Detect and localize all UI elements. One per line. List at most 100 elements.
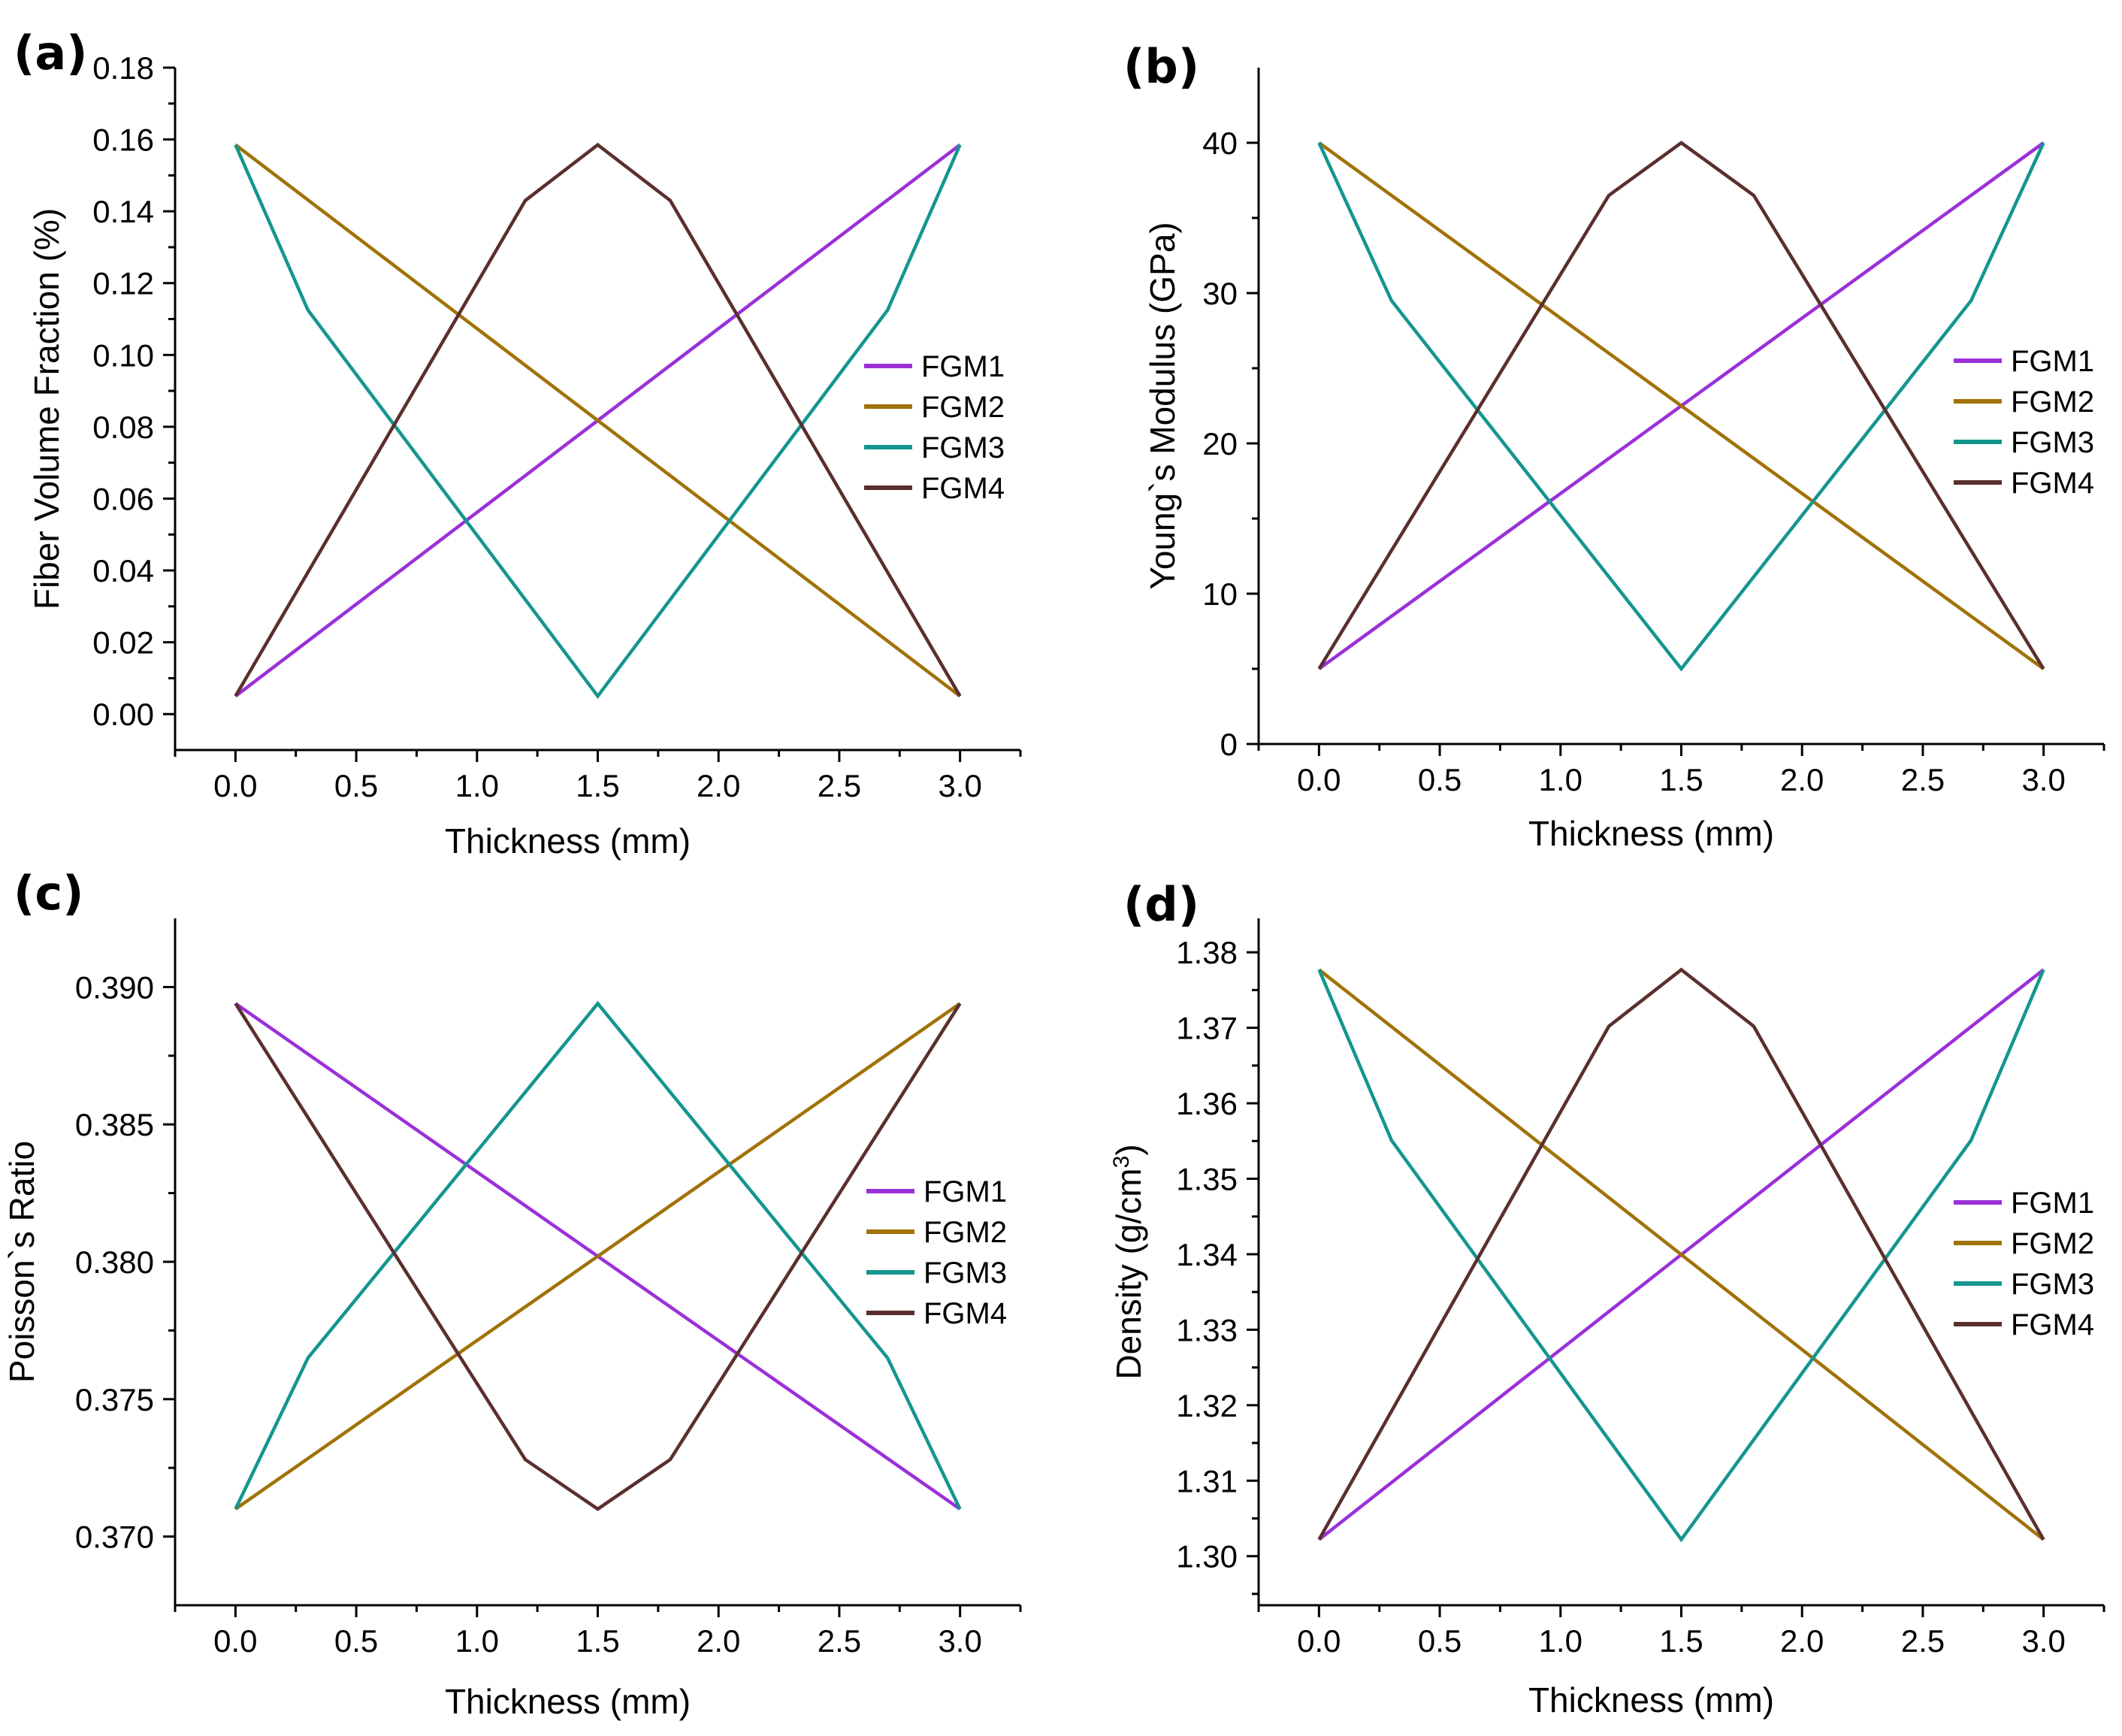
panel-label: (d) <box>1123 877 1199 932</box>
x-tick-label: 2.5 <box>1901 1623 1945 1659</box>
series-line-fgm4 <box>234 1003 962 1511</box>
series-line-fgm4 <box>1317 967 2045 1541</box>
y-tick-label: 0.385 <box>75 1107 154 1142</box>
x-axis-title: Thickness (mm) <box>1528 814 1774 853</box>
x-tick-label: 2.0 <box>1780 762 1824 797</box>
y-axis-title: Young`s Modulus (GPa) <box>1143 222 1182 589</box>
panel-label: (a) <box>14 26 88 80</box>
y-tick-label: 0.04 <box>92 553 154 588</box>
y-tick-label: 0.370 <box>75 1520 154 1555</box>
x-tick-label: 0.5 <box>1418 1623 1462 1659</box>
y-tick-label: 1.35 <box>1176 1162 1238 1197</box>
y-axis-title: Fiber Volume Fraction (%) <box>27 208 66 609</box>
y-axis-title-main: Density (g/cm <box>1109 1168 1148 1379</box>
x-tick-label: 3.0 <box>2021 762 2065 797</box>
y-tick-label: 1.30 <box>1176 1539 1238 1574</box>
series-line-fgm3 <box>234 144 962 700</box>
y-axis-title-main: Fiber Volume Fraction (%) <box>27 208 66 609</box>
x-tick-label: 0.0 <box>213 1623 257 1659</box>
y-tick-label: 0.18 <box>92 50 154 86</box>
series-line-fgm2 <box>1318 968 2045 1541</box>
x-tick-label: 3.0 <box>2021 1623 2065 1659</box>
x-tick-label: 0.5 <box>334 1623 378 1659</box>
x-tick-label: 1.0 <box>455 768 499 803</box>
x-axis-title: Thickness (mm) <box>445 821 691 860</box>
legend-label-fgm4: FGM4 <box>923 1297 1007 1330</box>
legend-label-fgm1: FGM1 <box>2011 345 2094 378</box>
legend-label-fgm3: FGM3 <box>2011 1268 2094 1301</box>
y-axis-title: Poisson`s Ratio <box>2 1141 41 1383</box>
legend: FGM1 FGM2 FGM3 FGM4 <box>1954 345 2094 500</box>
y-tick-label: 0.14 <box>92 194 154 229</box>
legend-label-fgm3: FGM3 <box>921 431 1005 464</box>
legend: FGM1 FGM2 FGM3 FGM4 <box>866 1175 1007 1330</box>
x-tick-label: 0.5 <box>1418 762 1462 797</box>
y-tick-label: 1.32 <box>1176 1388 1238 1423</box>
panel-label: (c) <box>14 866 83 921</box>
series-line-fgm2 <box>234 1002 961 1511</box>
x-tick-label: 1.5 <box>1659 1623 1703 1659</box>
legend-label-fgm4: FGM4 <box>2011 467 2094 500</box>
x-tick-label: 2.0 <box>1780 1623 1824 1659</box>
x-tick-label: 1.5 <box>1659 762 1703 797</box>
y-tick-label: 1.33 <box>1176 1312 1238 1347</box>
y-axis-title-superscript: 3 <box>1109 1156 1134 1169</box>
legend-label-fgm2: FGM2 <box>2011 386 2094 419</box>
legend-label-fgm4: FGM4 <box>2011 1308 2094 1341</box>
x-tick-label: 0.0 <box>1297 762 1341 797</box>
chart-panel-c: (c) 0.0 0.5 1.0 1.5 2.0 2.5 3.0 0.370 0.375 0.380 0… <box>2 866 1022 1721</box>
legend-label-fgm2: FGM2 <box>2011 1227 2094 1260</box>
series-line-fgm2 <box>234 143 961 698</box>
chart-panel-b: (b) 0.0 0.5 1.0 1.5 2.0 2.5 3.0 0 10 20 30 40 Thickne… <box>1123 39 2105 853</box>
y-tick-label: 0.390 <box>75 969 154 1005</box>
y-tick-label: 1.37 <box>1176 1011 1238 1046</box>
y-tick-label: 0 <box>1220 727 1238 762</box>
legend: FGM1 FGM2 FGM3 FGM4 <box>1954 1187 2094 1341</box>
x-axis-title: Thickness (mm) <box>445 1682 691 1721</box>
y-tick-label: 1.34 <box>1176 1237 1238 1272</box>
x-tick-label: 2.5 <box>818 768 861 803</box>
y-tick-label: 1.31 <box>1176 1463 1238 1499</box>
x-tick-label: 0.5 <box>334 768 378 803</box>
series-line-fgm3 <box>1317 969 2045 1543</box>
series-line-fgm4 <box>234 142 962 697</box>
x-tick-label: 0.0 <box>213 768 257 803</box>
y-axis-title-main: Young`s Modulus (GPa) <box>1143 222 1182 589</box>
x-axis-title: Thickness (mm) <box>1528 1680 1774 1719</box>
x-tick-label: 1.5 <box>576 768 619 803</box>
y-axis-title-suffix: ) <box>1109 1144 1148 1155</box>
legend-label-fgm2: FGM2 <box>921 391 1005 424</box>
series-line-fgm2 <box>1318 141 2045 670</box>
y-axis-title: Density (g/cm3) <box>1109 1144 1149 1379</box>
x-tick-label: 1.5 <box>576 1623 619 1659</box>
legend-label-fgm4: FGM4 <box>921 472 1005 505</box>
series-line-fgm4 <box>1317 141 2045 670</box>
x-tick-label: 1.0 <box>455 1623 499 1659</box>
series-line-fgm3 <box>1317 142 2045 672</box>
legend-label-fgm3: FGM3 <box>2011 426 2094 459</box>
y-tick-label: 10 <box>1202 576 1238 612</box>
legend-label-fgm2: FGM2 <box>923 1216 1007 1249</box>
x-tick-label: 2.5 <box>818 1623 861 1659</box>
legend-label-fgm1: FGM1 <box>923 1175 1007 1208</box>
x-tick-label: 1.0 <box>1539 1623 1582 1659</box>
y-tick-label: 0.06 <box>92 481 154 516</box>
y-tick-label: 0.00 <box>92 697 154 732</box>
x-tick-label: 2.0 <box>697 768 740 803</box>
chart-panel-d: (d) 0.0 0.5 1.0 1.5 2.0 2.5 3.0 1.30 1.31 1.32 1.33… <box>1109 877 2105 1719</box>
x-tick-label: 3.0 <box>938 768 981 803</box>
y-tick-label: 30 <box>1202 276 1238 311</box>
x-tick-label: 1.0 <box>1539 762 1582 797</box>
x-tick-label: 2.5 <box>1901 762 1945 797</box>
panel-label: (b) <box>1123 39 1199 94</box>
y-tick-label: 0.02 <box>92 625 154 661</box>
legend-label-fgm3: FGM3 <box>923 1257 1007 1290</box>
legend: FGM1 FGM2 FGM3 FGM4 <box>864 350 1005 505</box>
y-tick-label: 0.12 <box>92 266 154 301</box>
y-tick-label: 20 <box>1202 426 1238 461</box>
y-tick-label: 0.08 <box>92 410 154 445</box>
x-tick-label: 0.0 <box>1297 1623 1341 1659</box>
y-tick-label: 0.375 <box>75 1382 154 1417</box>
x-tick-label: 2.0 <box>697 1623 740 1659</box>
y-tick-label: 1.38 <box>1176 935 1238 970</box>
